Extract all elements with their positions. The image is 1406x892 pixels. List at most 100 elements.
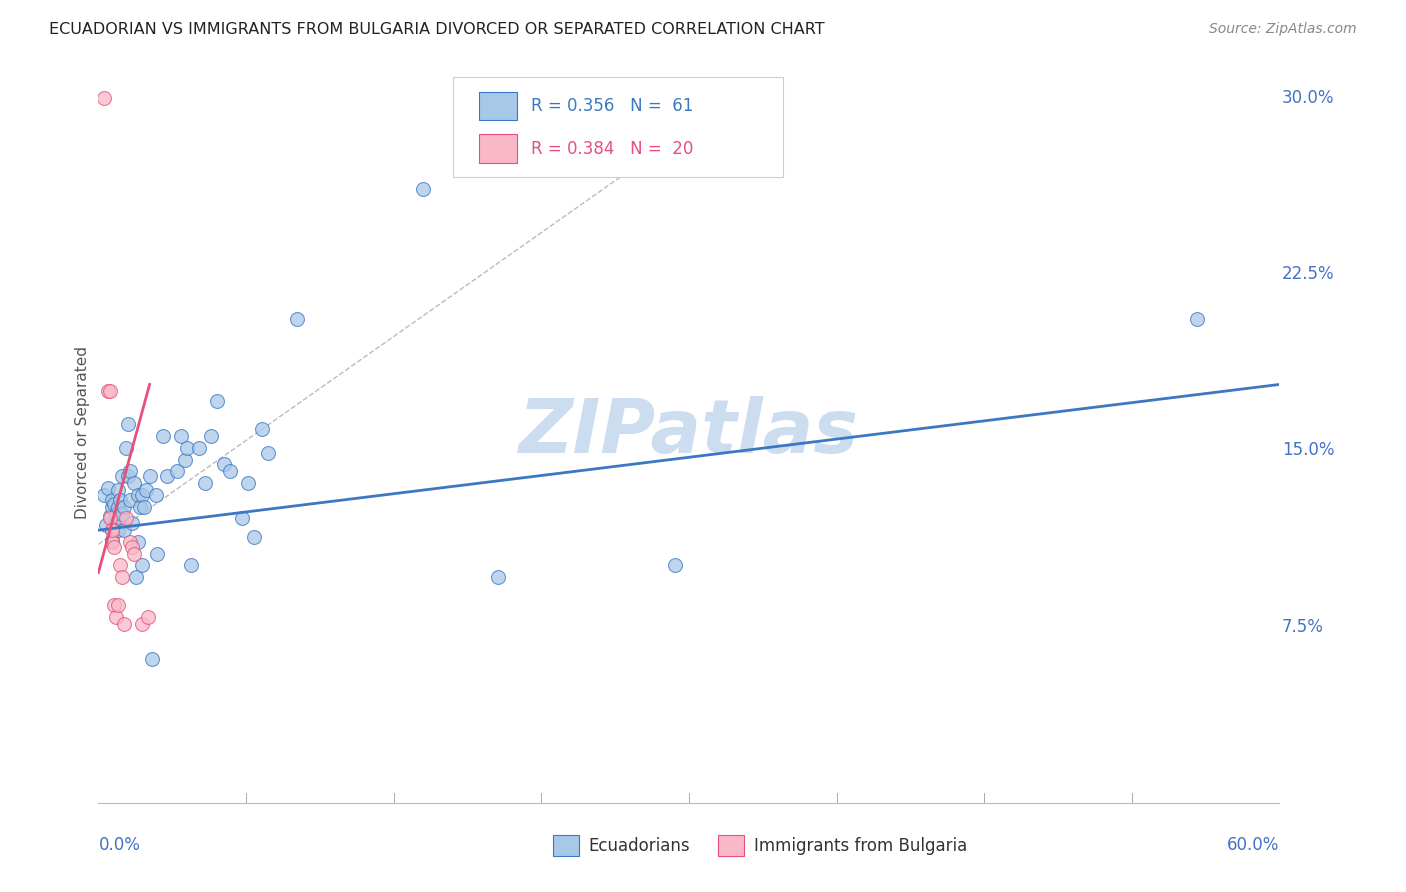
Text: 0.0%: 0.0% (98, 836, 141, 855)
Point (250, 422, 273, 436)
Point (112, 523, 135, 537)
Point (146, 547, 169, 561)
Point (136, 610, 159, 624)
Point (128, 500, 150, 514)
Point (174, 452, 197, 467)
Point (101, 500, 124, 514)
FancyBboxPatch shape (718, 835, 744, 856)
Text: 60.0%: 60.0% (1227, 836, 1279, 855)
Point (194, 476, 217, 491)
Point (108, 492, 131, 507)
Point (664, 558, 686, 573)
Point (111, 570, 134, 584)
Point (156, 469, 179, 483)
Point (132, 500, 155, 514)
Point (125, 570, 148, 584)
Point (285, 311, 308, 326)
Point (101, 523, 124, 537)
Point (108, 558, 131, 573)
Point (243, 530, 266, 544)
FancyBboxPatch shape (553, 835, 579, 856)
Point (97, 384, 120, 399)
Point (200, 429, 222, 443)
Point (117, 469, 139, 483)
Text: Immigrants from Bulgaria: Immigrants from Bulgaria (754, 837, 967, 855)
Text: 15.0%: 15.0% (1282, 442, 1334, 459)
Point (115, 441, 138, 455)
Point (141, 652, 163, 666)
Point (412, 182, 434, 196)
Point (107, 599, 129, 613)
Point (103, 540, 125, 554)
Point (108, 511, 131, 525)
FancyBboxPatch shape (478, 92, 516, 120)
Point (486, 570, 509, 584)
Point (101, 523, 124, 537)
Point (118, 535, 141, 549)
Point (118, 492, 141, 507)
Point (236, 476, 259, 491)
Point (187, 441, 209, 455)
Point (97, 481, 120, 495)
Point (205, 393, 228, 408)
Text: ZIPatlas: ZIPatlas (519, 396, 859, 469)
Text: Ecuadorians: Ecuadorians (589, 837, 690, 855)
Point (105, 507, 128, 521)
Point (101, 492, 124, 507)
Point (93, 488, 115, 502)
Point (1185, 311, 1208, 326)
FancyBboxPatch shape (478, 135, 516, 162)
Point (231, 511, 253, 525)
Point (115, 511, 138, 525)
Text: 30.0%: 30.0% (1282, 88, 1334, 107)
Point (111, 469, 134, 483)
Point (138, 469, 160, 483)
Point (111, 507, 134, 521)
Text: 22.5%: 22.5% (1282, 265, 1334, 283)
Point (103, 599, 125, 613)
Point (121, 540, 143, 554)
Point (105, 610, 128, 624)
Point (105, 516, 128, 530)
Point (121, 516, 143, 530)
Point (170, 429, 193, 443)
Point (122, 547, 145, 561)
Point (107, 483, 129, 498)
Point (107, 500, 129, 514)
Text: 7.5%: 7.5% (1282, 617, 1323, 635)
Point (122, 476, 145, 491)
Point (219, 464, 242, 478)
Point (166, 464, 188, 478)
Y-axis label: Divorced or Separated: Divorced or Separated (75, 346, 90, 519)
Point (98, 384, 121, 399)
Point (176, 441, 198, 455)
Point (117, 417, 139, 432)
Point (101, 533, 124, 547)
Point (135, 483, 157, 498)
Point (256, 445, 278, 459)
Text: ECUADORIAN VS IMMIGRANTS FROM BULGARIA DIVORCED OR SEPARATED CORRELATION CHART: ECUADORIAN VS IMMIGRANTS FROM BULGARIA D… (49, 22, 825, 37)
Point (127, 488, 149, 502)
Point (112, 500, 135, 514)
Point (98, 509, 121, 524)
Point (152, 429, 174, 443)
Point (127, 535, 149, 549)
Text: R = 0.356   N =  61: R = 0.356 N = 61 (530, 97, 693, 115)
Point (101, 535, 124, 549)
Text: Source: ZipAtlas.com: Source: ZipAtlas.com (1209, 22, 1357, 37)
Point (118, 464, 141, 478)
FancyBboxPatch shape (453, 78, 783, 178)
Point (107, 523, 129, 537)
Point (103, 497, 125, 511)
Text: R = 0.384   N =  20: R = 0.384 N = 20 (530, 139, 693, 158)
Point (93, 91, 115, 105)
Point (131, 617, 153, 632)
Point (145, 488, 167, 502)
Point (131, 488, 153, 502)
Point (131, 558, 153, 573)
Point (98, 511, 121, 525)
Point (180, 558, 202, 573)
Point (214, 458, 236, 472)
Point (112, 617, 135, 632)
Point (96, 518, 118, 533)
